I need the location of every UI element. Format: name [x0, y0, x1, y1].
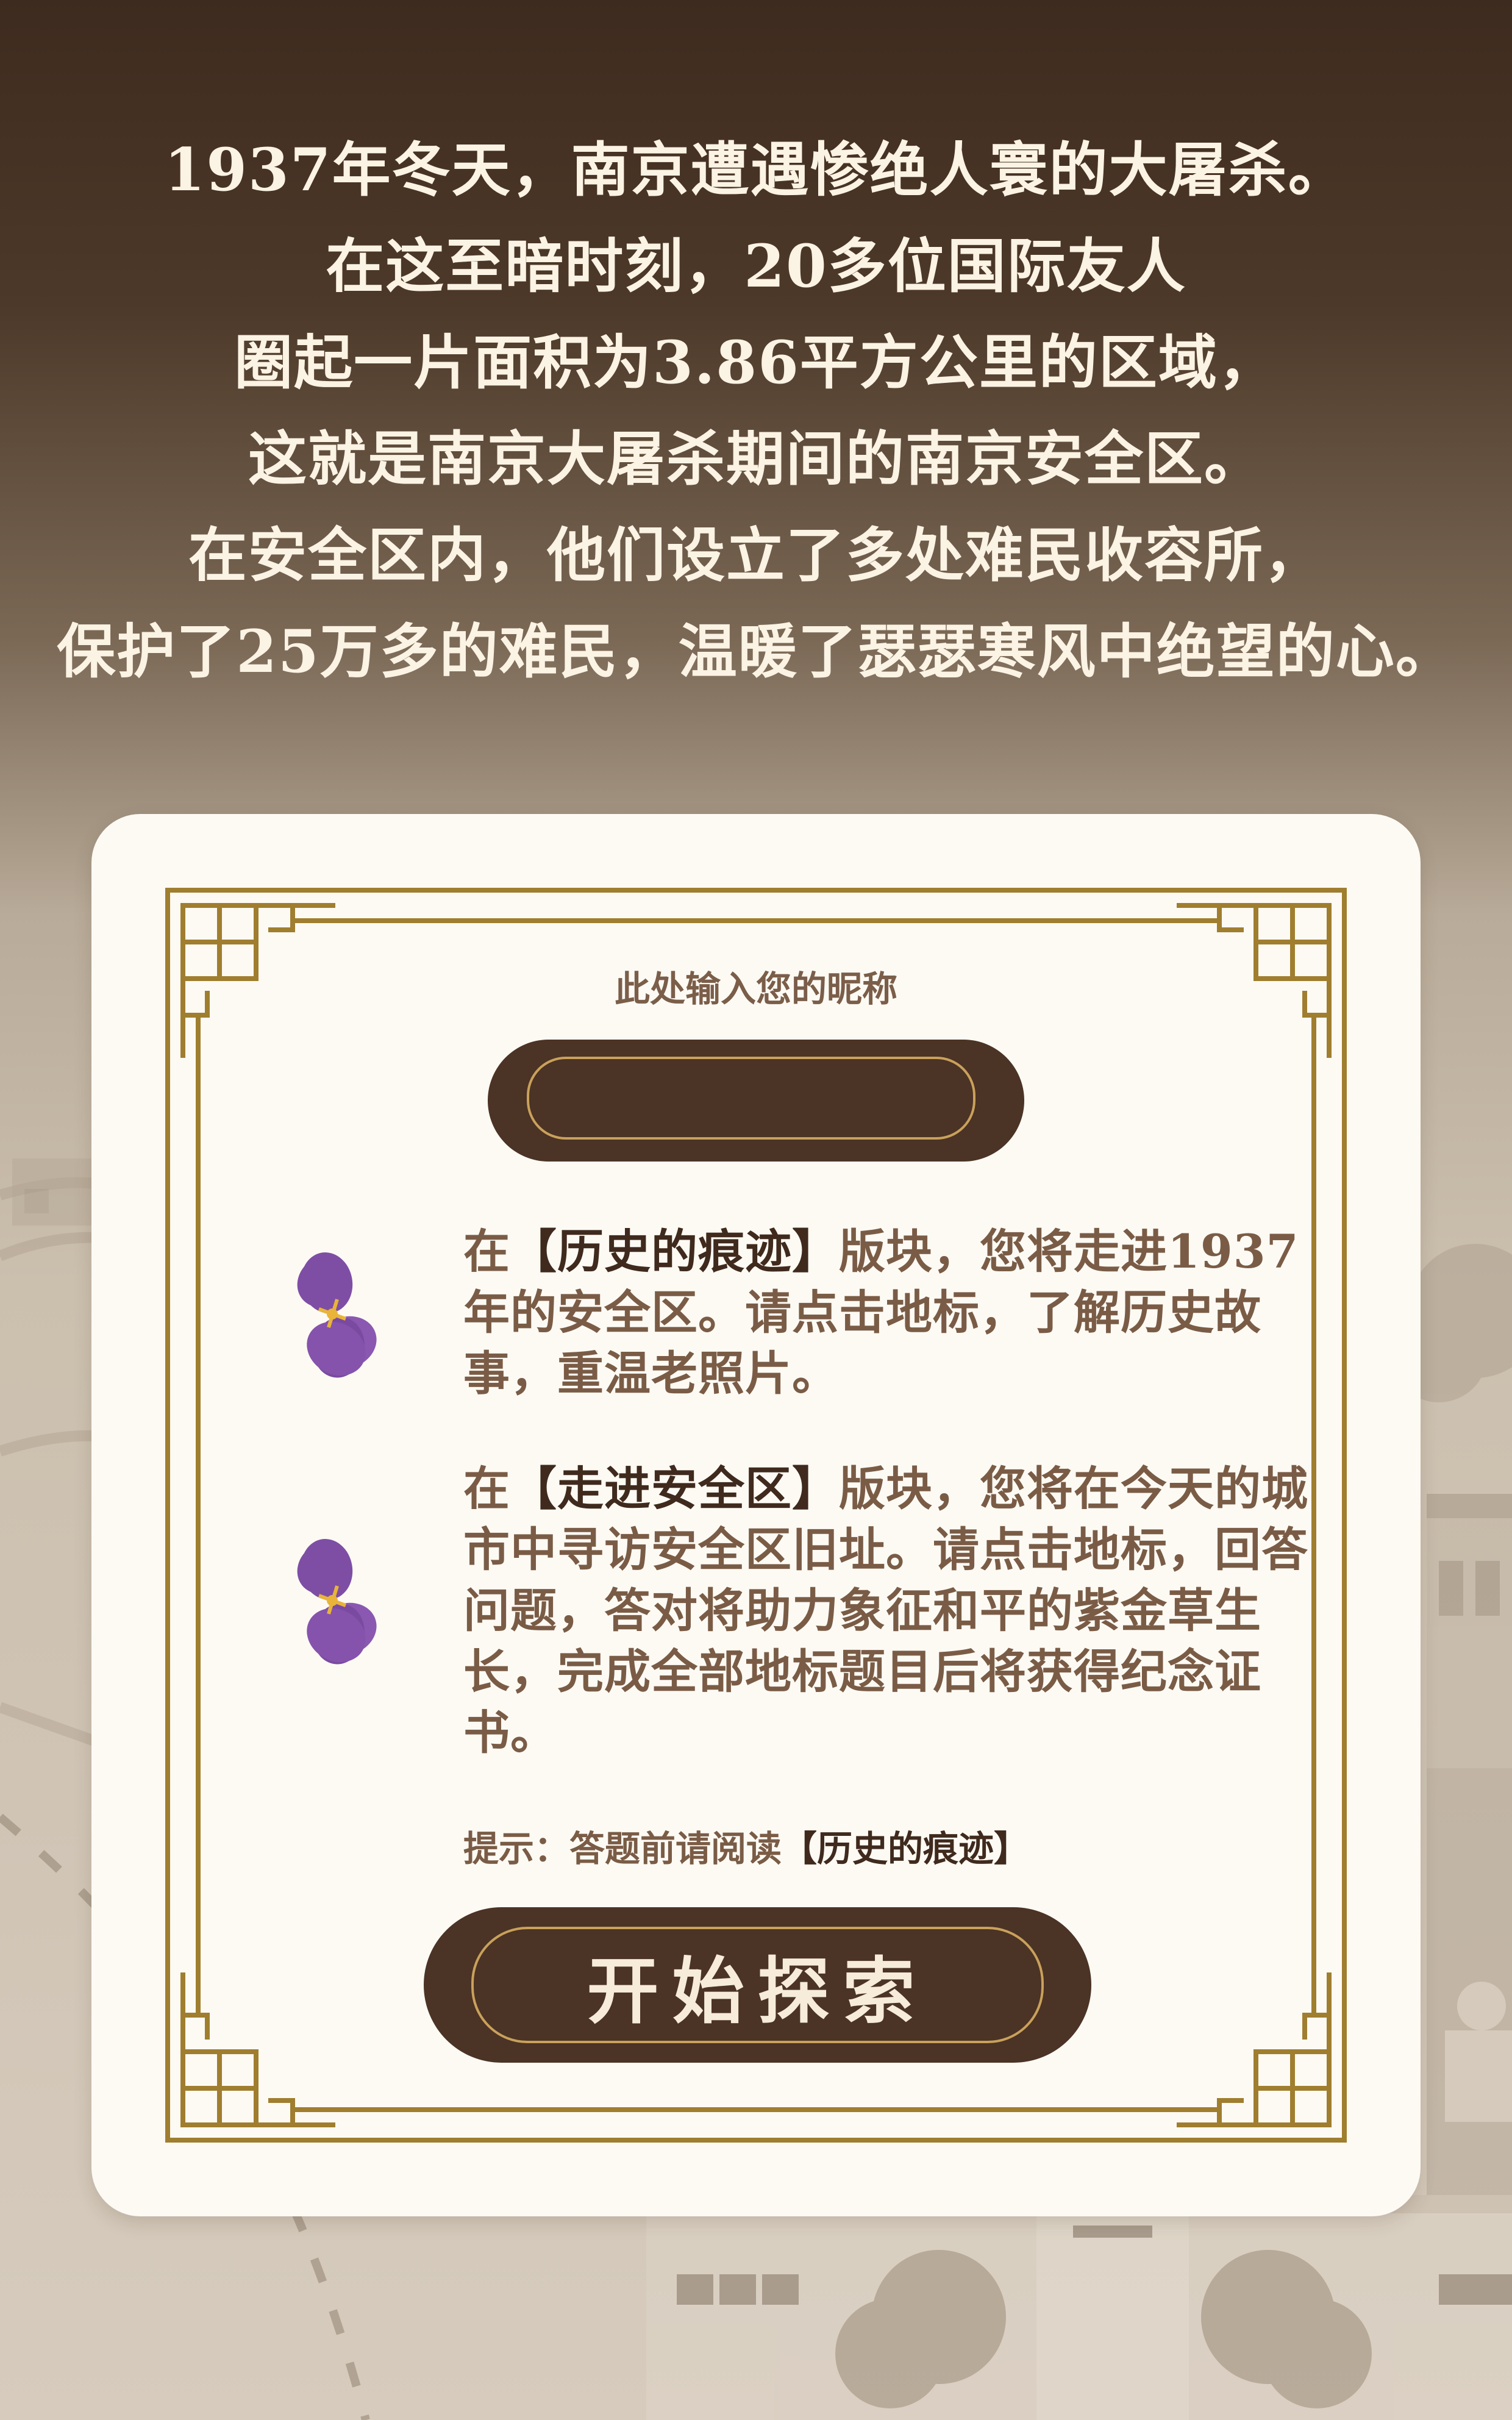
section-history-link[interactable]: 【历史的痕迹】 [510, 1224, 839, 1279]
section-history-description: 在【历史的痕迹】版块，您将走进1937年的安全区。请点击地标，了解历史故事，重温… [463, 1221, 1317, 1404]
intro-line: 圈起一片面积为3.86平方公里的区域， [234, 328, 1278, 397]
section-text: 版块，您将在今天的城市中寻访安全区旧址。请点击地标，回答问题，答对将助力象征和平… [463, 1462, 1308, 1760]
start-explore-button[interactable]: 开始探索 [424, 1907, 1091, 2063]
section-text: 版块，您将走进1937年的安全区。请点击地标，了解历史故事，重温老照片。 [463, 1224, 1299, 1401]
intro-line: 这就是南京大屠杀期间的南京安全区。 [248, 424, 1264, 493]
start-explore-label: 开始探索 [471, 1927, 1044, 2043]
section-safezone-description: 在【走进安全区】版块，您将在今天的城市中寻访安全区旧址。请点击地标，回答问题，答… [463, 1458, 1317, 1763]
section-safezone-link[interactable]: 【走进安全区】 [510, 1462, 839, 1516]
tip-history-link[interactable]: 【历史的痕迹】 [782, 1828, 1030, 1869]
purple-flower-icon [297, 1539, 377, 1665]
intro-line: 在安全区内，他们设立了多处难民收容所， [188, 521, 1324, 590]
intro-line: 保护了25万多的难民，温暖了瑟瑟寒风中绝望的心。 [57, 617, 1455, 686]
intro-text: 1937年冬天，南京遭遇惨绝人寰的大屠杀。 在这至暗时刻，20多位国际友人 圈起… [0, 122, 1512, 700]
nickname-field-container [488, 1040, 1024, 1162]
purple-flower-icon [297, 1252, 377, 1378]
nickname-input[interactable] [527, 1057, 975, 1140]
section-prefix: 在 [463, 1224, 510, 1279]
reading-tip: 提示：答题前请阅读【历史的痕迹】 [463, 1820, 1317, 1871]
intro-line: 在这至暗时刻，20多位国际友人 [326, 232, 1186, 301]
nickname-label: 此处输入您的昵称 [614, 968, 897, 1010]
tip-label: 提示：答题前请阅读 [463, 1828, 782, 1869]
welcome-card: 此处输入您的昵称 在【历史的痕迹】版块，您将走进1937年的安全区。请点击地标，… [91, 814, 1421, 2216]
intro-line: 1937年冬天，南京遭遇惨绝人寰的大屠杀。 [164, 135, 1348, 204]
section-prefix: 在 [463, 1462, 510, 1516]
lattice-frame-border [165, 888, 1347, 2143]
